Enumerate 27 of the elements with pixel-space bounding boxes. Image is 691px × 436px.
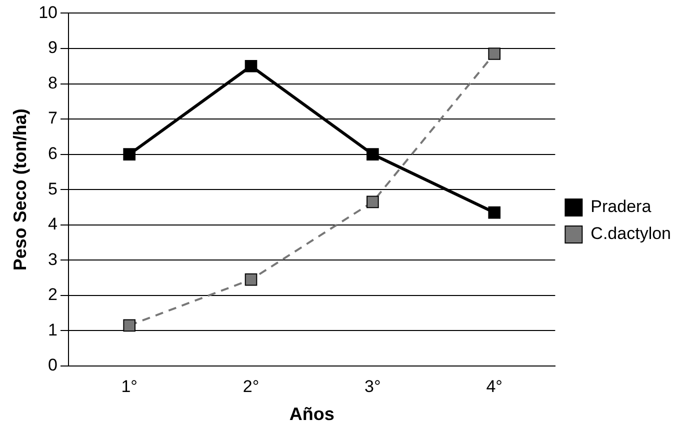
y-axis-title: Peso Seco (ton/ha) [10,108,30,271]
point [366,196,379,208]
legend-label: Pradera [590,197,652,216]
y-tick-label: 7 [48,108,58,128]
point [123,148,136,160]
y-tick-label: 4 [48,214,58,234]
point [244,60,258,72]
y-tick-label: 9 [48,38,58,58]
y-tick-label: 5 [48,179,58,198]
point [244,273,258,286]
x-axis-title: Años [289,404,334,424]
point [366,148,379,160]
point [488,48,501,60]
point [488,206,501,219]
y-tick-label: 8 [48,73,58,92]
point [123,319,136,332]
y-tick-label: 0 [48,356,58,375]
legend-label: C.dactylon [590,224,672,244]
y-tick-label: 1 [48,320,58,340]
y-tick-label: 2 [48,285,58,304]
y-tick-label: 3 [48,250,58,269]
x-tick-label: 1° [121,376,138,396]
x-tick-label: 3° [364,376,381,396]
y-tick-label: 10 [38,2,58,22]
x-tick-label: 2° [242,376,260,396]
x-tick-label: 4° [486,376,502,396]
y-tick-label: 6 [48,144,58,164]
